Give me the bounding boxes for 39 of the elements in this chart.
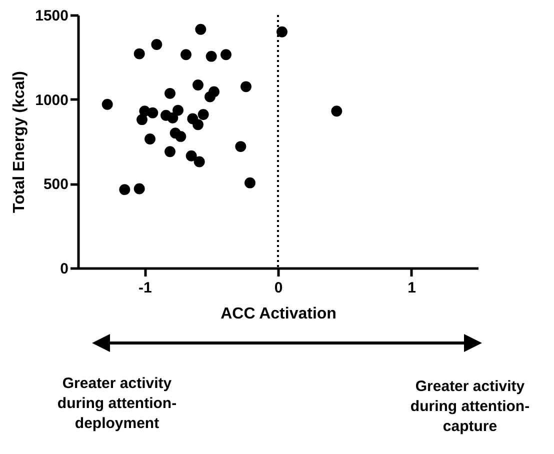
- text: Greater activity during attention-capture: [409, 377, 531, 437]
- point: [151, 39, 162, 50]
- point: [186, 150, 197, 162]
- point: [119, 184, 130, 196]
- point: [240, 81, 252, 92]
- point: [172, 104, 184, 116]
- point: [204, 91, 216, 102]
- y-tick-label: 1000: [35, 92, 68, 109]
- point: [164, 88, 176, 99]
- point: [192, 80, 204, 90]
- point: [175, 130, 186, 142]
- point: [144, 134, 156, 144]
- point: [331, 106, 342, 117]
- point: [192, 119, 204, 130]
- x-tick-label: 1: [408, 280, 416, 296]
- point: [164, 146, 176, 158]
- point: [167, 112, 178, 124]
- point: [134, 183, 145, 194]
- point: [180, 49, 192, 60]
- point: [102, 98, 113, 110]
- point: [276, 26, 288, 38]
- point: [134, 48, 145, 60]
- y-tick-label: 500: [43, 176, 68, 194]
- point: [195, 24, 206, 35]
- y-tick-label: 0: [60, 260, 68, 278]
- text: Greater activity during attention-deployment: [56, 374, 178, 434]
- point: [244, 177, 256, 188]
- x-tick-label: 0: [274, 280, 283, 296]
- point: [198, 109, 209, 120]
- point: [136, 114, 148, 126]
- y-axis-title: Total Energy (kcal): [11, 71, 28, 213]
- point: [235, 141, 246, 152]
- point: [194, 156, 205, 168]
- point: [206, 50, 217, 62]
- point: [220, 49, 232, 60]
- y-tick-label: 1500: [35, 8, 68, 24]
- point: [147, 107, 158, 118]
- x-axis-title: ACC Activation: [220, 306, 336, 322]
- x-tick-label: -1: [138, 280, 152, 296]
